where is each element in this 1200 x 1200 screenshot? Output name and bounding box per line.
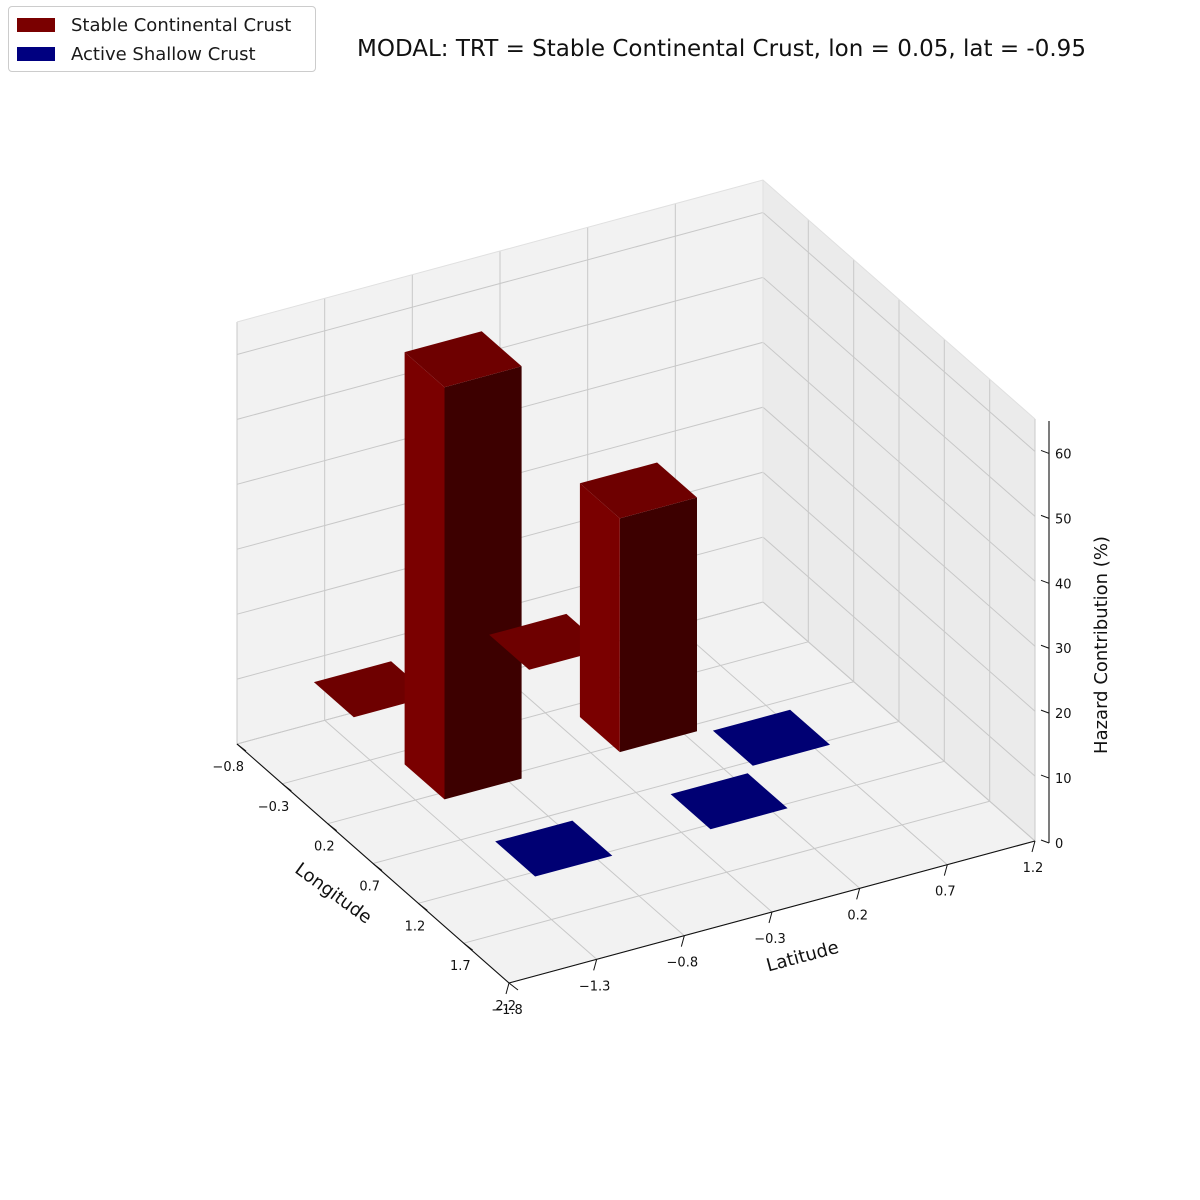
z-tick-mark (1040, 449, 1050, 454)
bar-face-top (712, 709, 830, 766)
z-tick-mark (1040, 644, 1050, 649)
z-axis-label: Hazard Contribution (%) (1091, 536, 1112, 754)
y-tick-mark (680, 935, 685, 947)
z-tick-label: 40 (1055, 577, 1072, 592)
bars (313, 331, 830, 877)
legend-item-active: Active Shallow Crust (17, 42, 256, 66)
x-tick-mark (463, 942, 473, 951)
legend-swatch-stable (17, 18, 55, 32)
bar-face-side (404, 352, 445, 800)
bar-face-top (313, 661, 431, 718)
y-tick-mark (593, 959, 598, 971)
y-tick-label: −0.3 (754, 932, 786, 947)
x-tick-label: 0.2 (314, 840, 335, 855)
z-tick-mark (1040, 709, 1050, 714)
bar-face-top (670, 773, 788, 830)
x-tick-mark (418, 902, 428, 911)
tick-labels: −0.8 −0.3 0.2 0.7 1.2 1.7 2.2−1.8 −1.3 −0.8 −0.3 0… (212, 447, 1071, 1018)
legend-label-active: Active Shallow Crust (71, 43, 256, 65)
bar-face-front (444, 366, 522, 800)
y-tick-label: 0.2 (847, 908, 868, 923)
bar-stable-continental-crust (313, 661, 431, 718)
bar-active-shallow-crust (670, 773, 788, 830)
bar-active-shallow-crust (495, 820, 613, 877)
z-tick-label: 20 (1055, 707, 1072, 722)
z-tick-mark (1040, 514, 1050, 519)
bar-face-side (579, 483, 620, 753)
bar-active-shallow-crust (712, 709, 830, 766)
legend: Stable Continental Crust Active Shallow … (8, 6, 316, 72)
x-tick-label: −0.8 (212, 760, 244, 775)
y-tick-mark (768, 911, 773, 924)
x-tick-label: 2.2 (495, 999, 516, 1014)
x-tick-label: 1.2 (405, 919, 426, 934)
y-tick-mark (505, 982, 510, 995)
y-tick-mark (943, 864, 948, 876)
legend-item-stable: Stable Continental Crust (17, 13, 291, 37)
legend-label-stable: Stable Continental Crust (71, 14, 292, 36)
x-tick-label: 1.7 (450, 959, 471, 974)
y-tick-label: −0.8 (667, 956, 699, 971)
y-tick-label: −1.8 (491, 1003, 523, 1018)
z-tick-mark (1040, 774, 1050, 779)
bar-face-top (404, 331, 522, 388)
x-tick-label: −0.3 (258, 800, 290, 815)
x-tick-label: 0.7 (359, 880, 380, 895)
bar-face-front (619, 497, 697, 753)
x-tick-mark (508, 982, 519, 991)
bar-stable-continental-crust (579, 462, 697, 753)
y-tick-label: 0.7 (935, 885, 956, 900)
x-tick-mark (327, 823, 337, 832)
z-tick-label: 10 (1055, 772, 1072, 787)
bar-stable-continental-crust (489, 613, 607, 670)
z-tick-label: 30 (1055, 642, 1072, 657)
bar-face-top (579, 462, 697, 519)
bar-face-top (495, 820, 613, 877)
z-tick-label: 50 (1055, 512, 1072, 527)
x-tick-mark (236, 743, 247, 752)
y-tick-label: −1.3 (579, 979, 611, 994)
z-tick-mark (1040, 839, 1050, 844)
z-tick-label: 60 (1055, 447, 1072, 462)
chart-title: MODAL: TRT = Stable Continental Crust, l… (357, 36, 1086, 62)
y-tick-mark (856, 888, 861, 900)
legend-swatch-active (17, 47, 55, 61)
z-tick-label: 0 (1055, 837, 1063, 852)
bar-stable-continental-crust (404, 331, 522, 800)
y-tick-mark (1031, 840, 1036, 853)
x-tick-mark (372, 863, 383, 871)
y-tick-label: 1.2 (1023, 861, 1044, 876)
x-tick-mark (282, 783, 292, 792)
z-tick-mark (1040, 579, 1050, 584)
bar-face-top (489, 613, 607, 670)
